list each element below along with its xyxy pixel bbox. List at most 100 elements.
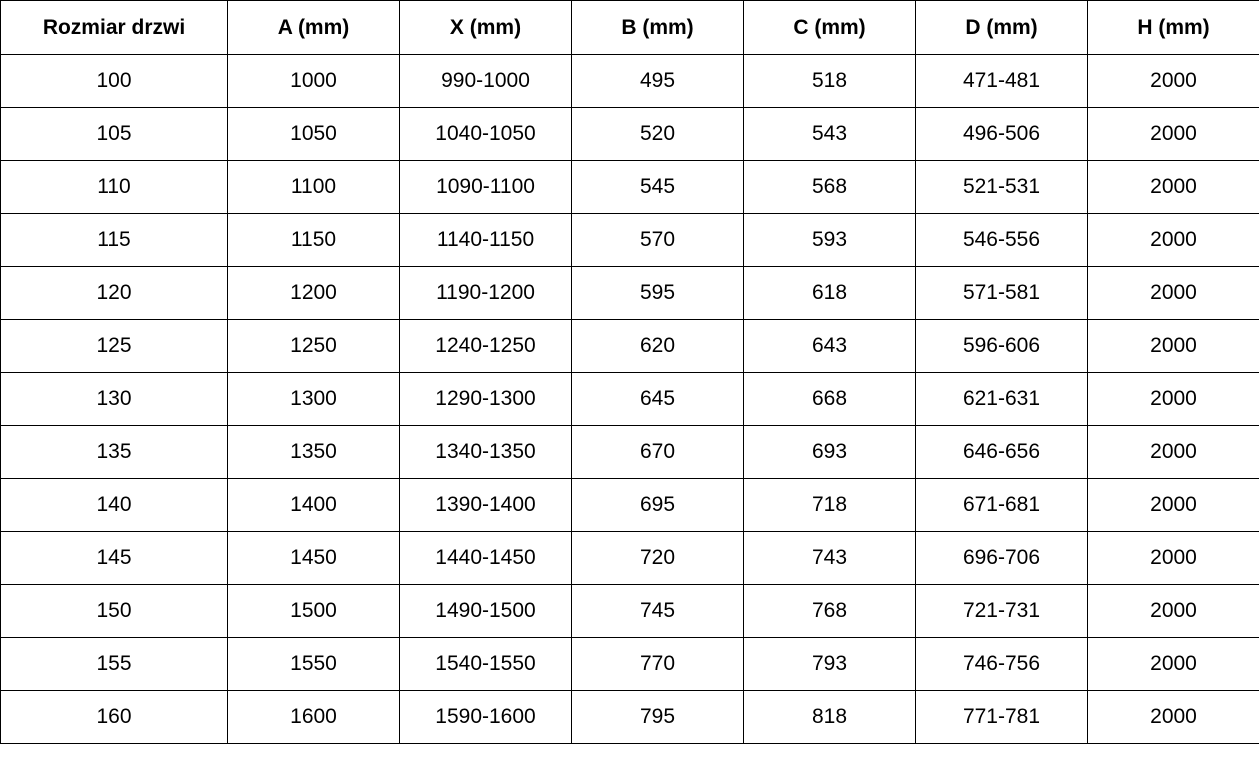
table-cell: 521-531 [915, 160, 1088, 214]
table-cell: 1090-1100 [399, 160, 572, 214]
table-cell: 495 [571, 54, 744, 108]
table-cell: 160 [0, 690, 228, 744]
table-cell: 100 [0, 54, 228, 108]
table-cell: 643 [743, 319, 916, 373]
table-cell: 620 [571, 319, 744, 373]
table-cell: 2000 [1087, 372, 1259, 426]
column-header: B (mm) [571, 0, 744, 55]
table-cell: 2000 [1087, 107, 1259, 161]
column-header: Rozmiar drzwi [0, 0, 228, 55]
table-cell: 140 [0, 478, 228, 532]
table-cell: 1000 [227, 54, 400, 108]
table-cell: 771-781 [915, 690, 1088, 744]
table-cell: 2000 [1087, 266, 1259, 320]
table-cell: 1540-1550 [399, 637, 572, 691]
table-row: 120 1200 1190-1200 595 618 571-581 2000 [0, 266, 1259, 320]
table-cell: 745 [571, 584, 744, 638]
table-cell: 1300 [227, 372, 400, 426]
table-cell: 150 [0, 584, 228, 638]
table-cell: 795 [571, 690, 744, 744]
table-cell: 593 [743, 213, 916, 267]
table-cell: 693 [743, 425, 916, 479]
table-cell: 543 [743, 107, 916, 161]
table-row: 115 1150 1140-1150 570 593 546-556 2000 [0, 213, 1259, 267]
table-cell: 1190-1200 [399, 266, 572, 320]
table-cell: 1250 [227, 319, 400, 373]
table-row: 140 1400 1390-1400 695 718 671-681 2000 [0, 478, 1259, 532]
table-row: 100 1000 990-1000 495 518 471-481 2000 [0, 54, 1259, 108]
table-cell: 1590-1600 [399, 690, 572, 744]
table-cell: 818 [743, 690, 916, 744]
table-cell: 2000 [1087, 531, 1259, 585]
table-cell: 1240-1250 [399, 319, 572, 373]
table-cell: 2000 [1087, 213, 1259, 267]
table-cell: 155 [0, 637, 228, 691]
column-header: H (mm) [1087, 0, 1259, 55]
table-row: 125 1250 1240-1250 620 643 596-606 2000 [0, 319, 1259, 373]
table-cell: 520 [571, 107, 744, 161]
table-cell: 1440-1450 [399, 531, 572, 585]
table-cell: 1390-1400 [399, 478, 572, 532]
table-cell: 2000 [1087, 478, 1259, 532]
table-cell: 2000 [1087, 637, 1259, 691]
table-cell: 1550 [227, 637, 400, 691]
table-cell: 1500 [227, 584, 400, 638]
table-cell: 743 [743, 531, 916, 585]
table-cell: 570 [571, 213, 744, 267]
table-cell: 571-581 [915, 266, 1088, 320]
table-row: 135 1350 1340-1350 670 693 646-656 2000 [0, 425, 1259, 479]
table-body: 100 1000 990-1000 495 518 471-481 2000 105 1050 1… [0, 54, 1259, 744]
table-cell: 1290-1300 [399, 372, 572, 426]
table-row: 110 1100 1090-1100 545 568 521-531 2000 [0, 160, 1259, 214]
table-cell: 696-706 [915, 531, 1088, 585]
column-header: D (mm) [915, 0, 1088, 55]
table-cell: 596-606 [915, 319, 1088, 373]
table-cell: 115 [0, 213, 228, 267]
table-cell: 990-1000 [399, 54, 572, 108]
table-cell: 471-481 [915, 54, 1088, 108]
table-cell: 518 [743, 54, 916, 108]
column-header: X (mm) [399, 0, 572, 55]
table-cell: 1600 [227, 690, 400, 744]
table-cell: 2000 [1087, 425, 1259, 479]
table-cell: 668 [743, 372, 916, 426]
header-row: Rozmiar drzwi A (mm) X (mm) B (mm) C (mm) D (… [0, 0, 1259, 55]
table-cell: 2000 [1087, 54, 1259, 108]
table-cell: 1490-1500 [399, 584, 572, 638]
table-cell: 1450 [227, 531, 400, 585]
table-cell: 1340-1350 [399, 425, 572, 479]
table-cell: 130 [0, 372, 228, 426]
table-cell: 110 [0, 160, 228, 214]
table-cell: 546-556 [915, 213, 1088, 267]
table-cell: 2000 [1087, 319, 1259, 373]
table-cell: 2000 [1087, 584, 1259, 638]
table-cell: 621-631 [915, 372, 1088, 426]
table-cell: 1140-1150 [399, 213, 572, 267]
table-cell: 1100 [227, 160, 400, 214]
column-header: C (mm) [743, 0, 916, 55]
table-row: 155 1550 1540-1550 770 793 746-756 2000 [0, 637, 1259, 691]
table-row: 145 1450 1440-1450 720 743 696-706 2000 [0, 531, 1259, 585]
table-row: 130 1300 1290-1300 645 668 621-631 2000 [0, 372, 1259, 426]
table-cell: 721-731 [915, 584, 1088, 638]
table-cell: 595 [571, 266, 744, 320]
table-cell: 1350 [227, 425, 400, 479]
table-cell: 568 [743, 160, 916, 214]
table-cell: 793 [743, 637, 916, 691]
table-cell: 2000 [1087, 160, 1259, 214]
table-cell: 120 [0, 266, 228, 320]
table-cell: 1040-1050 [399, 107, 572, 161]
column-header: A (mm) [227, 0, 400, 55]
table-cell: 645 [571, 372, 744, 426]
table-row: 160 1600 1590-1600 795 818 771-781 2000 [0, 690, 1259, 744]
table-cell: 135 [0, 425, 228, 479]
table-cell: 671-681 [915, 478, 1088, 532]
table-cell: 145 [0, 531, 228, 585]
table-row: 150 1500 1490-1500 745 768 721-731 2000 [0, 584, 1259, 638]
table-cell: 2000 [1087, 690, 1259, 744]
table-cell: 1050 [227, 107, 400, 161]
table-cell: 545 [571, 160, 744, 214]
table-cell: 646-656 [915, 425, 1088, 479]
table-cell: 718 [743, 478, 916, 532]
